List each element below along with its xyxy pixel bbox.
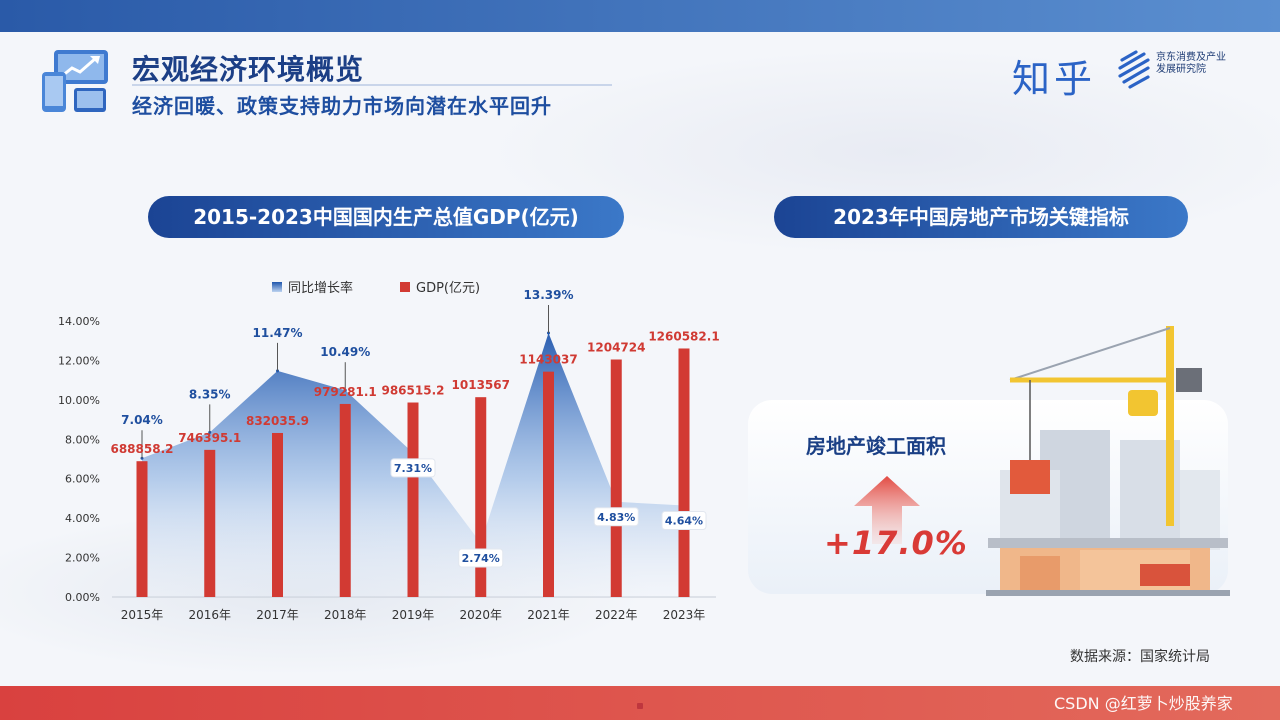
legend-gdp-swatch [400, 282, 410, 292]
rate-value-label: 2.74% [462, 552, 500, 565]
kpi-label: 房地产竣工面积 [806, 434, 946, 458]
real-estate-panel-title: 2023年中国房地产市场关键指标 [774, 196, 1188, 238]
jd-logo-icon [1118, 50, 1150, 89]
rate-value-label: 10.49% [320, 345, 370, 359]
rate-label-box [661, 511, 707, 531]
gdp-bar [272, 432, 283, 597]
gdp-value-label: 746395.1 [178, 431, 241, 445]
legend-rate-swatch [272, 282, 282, 292]
rate-value-label: 7.04% [121, 413, 163, 427]
x-tick-label: 2016年 [188, 608, 231, 622]
legend-gdp-label: GDP(亿元) [416, 281, 480, 296]
page-title: 宏观经济环境概览 [132, 53, 365, 86]
y-tick-label: 6.00% [65, 473, 100, 486]
y-tick-label: 8.00% [65, 433, 100, 446]
gdp-bar [407, 402, 419, 597]
gdp-bar [610, 359, 622, 597]
y-tick-label: 12.00% [58, 354, 100, 367]
rate-value-label: 11.47% [253, 326, 303, 340]
gdp-bar [339, 403, 351, 597]
y-tick-label: 14.00% [58, 315, 100, 328]
gdp-value-label: 832035.9 [246, 414, 309, 428]
up-arrow-icon [854, 476, 920, 544]
y-tick-label: 0.00% [65, 591, 100, 604]
gdp-bar [136, 461, 148, 597]
gdp-bar [543, 371, 554, 597]
x-tick-label: 2019年 [392, 608, 435, 622]
gdp-value-label: 1143037 [519, 353, 577, 367]
title-divider [132, 84, 612, 86]
y-tick-label: 10.00% [58, 394, 100, 407]
y-tick-label: 4.00% [65, 512, 100, 525]
top-banner [0, 0, 1280, 32]
legend-rate-label: 同比增长率 [288, 280, 353, 296]
rate-value-label: 13.39% [524, 288, 574, 302]
gdp-bar [204, 449, 216, 597]
data-source: 数据来源：国家统计局 [1070, 649, 1210, 665]
x-tick-label: 2022年 [595, 608, 638, 622]
gdp-value-label: 986515.2 [381, 384, 444, 398]
rate-value-label: 4.83% [597, 511, 635, 524]
gdp-chart-title: 2015-2023中国国内生产总值GDP(亿元) [148, 196, 624, 238]
x-tick-label: 2020年 [459, 608, 502, 622]
gdp-value-label: 688858.2 [110, 442, 173, 456]
x-tick-label: 2018年 [324, 608, 367, 622]
csdn-watermark: CSDN @红萝卜炒股养家 [1054, 694, 1233, 713]
gdp-value-label: 1204724 [587, 340, 645, 354]
gdp-value-label: 1260582.1 [648, 329, 719, 343]
rate-label-box [458, 548, 504, 568]
x-tick-label: 2023年 [663, 608, 706, 622]
x-tick-label: 2021年 [527, 608, 570, 622]
rate-value-label: 4.64% [665, 515, 703, 528]
devices-growth-icon [42, 50, 108, 112]
gdp-chart: 0.00% 2.00% 4.00% 6.00% 8.00% 10.00% 12.00% 14.… [58, 280, 720, 622]
jd-institute-logo-text: 京东消费及产业发展研究院 [1156, 52, 1226, 75]
kpi-value: +17.0% [824, 524, 968, 562]
x-tick-label: 2017年 [256, 608, 299, 622]
page-indicator [637, 703, 643, 709]
zhihu-logo: 知乎 [1012, 57, 1097, 101]
gdp-value-label: 1013567 [452, 378, 510, 392]
rate-label-box [390, 458, 436, 478]
x-tick-label: 2015年 [121, 608, 164, 622]
rate-label-box [593, 507, 639, 527]
page-subtitle: 经济回暖、政策支持助力市场向潜在水平回升 [132, 94, 552, 118]
y-tick-label: 2.00% [65, 552, 100, 565]
gdp-bar [678, 348, 690, 597]
gdp-bar [475, 397, 487, 597]
gdp-value-label: 979281.1 [314, 385, 377, 399]
rate-value-label: 8.35% [189, 387, 231, 401]
construction-illustration [986, 326, 1230, 596]
rate-value-label: 7.31% [394, 462, 432, 475]
